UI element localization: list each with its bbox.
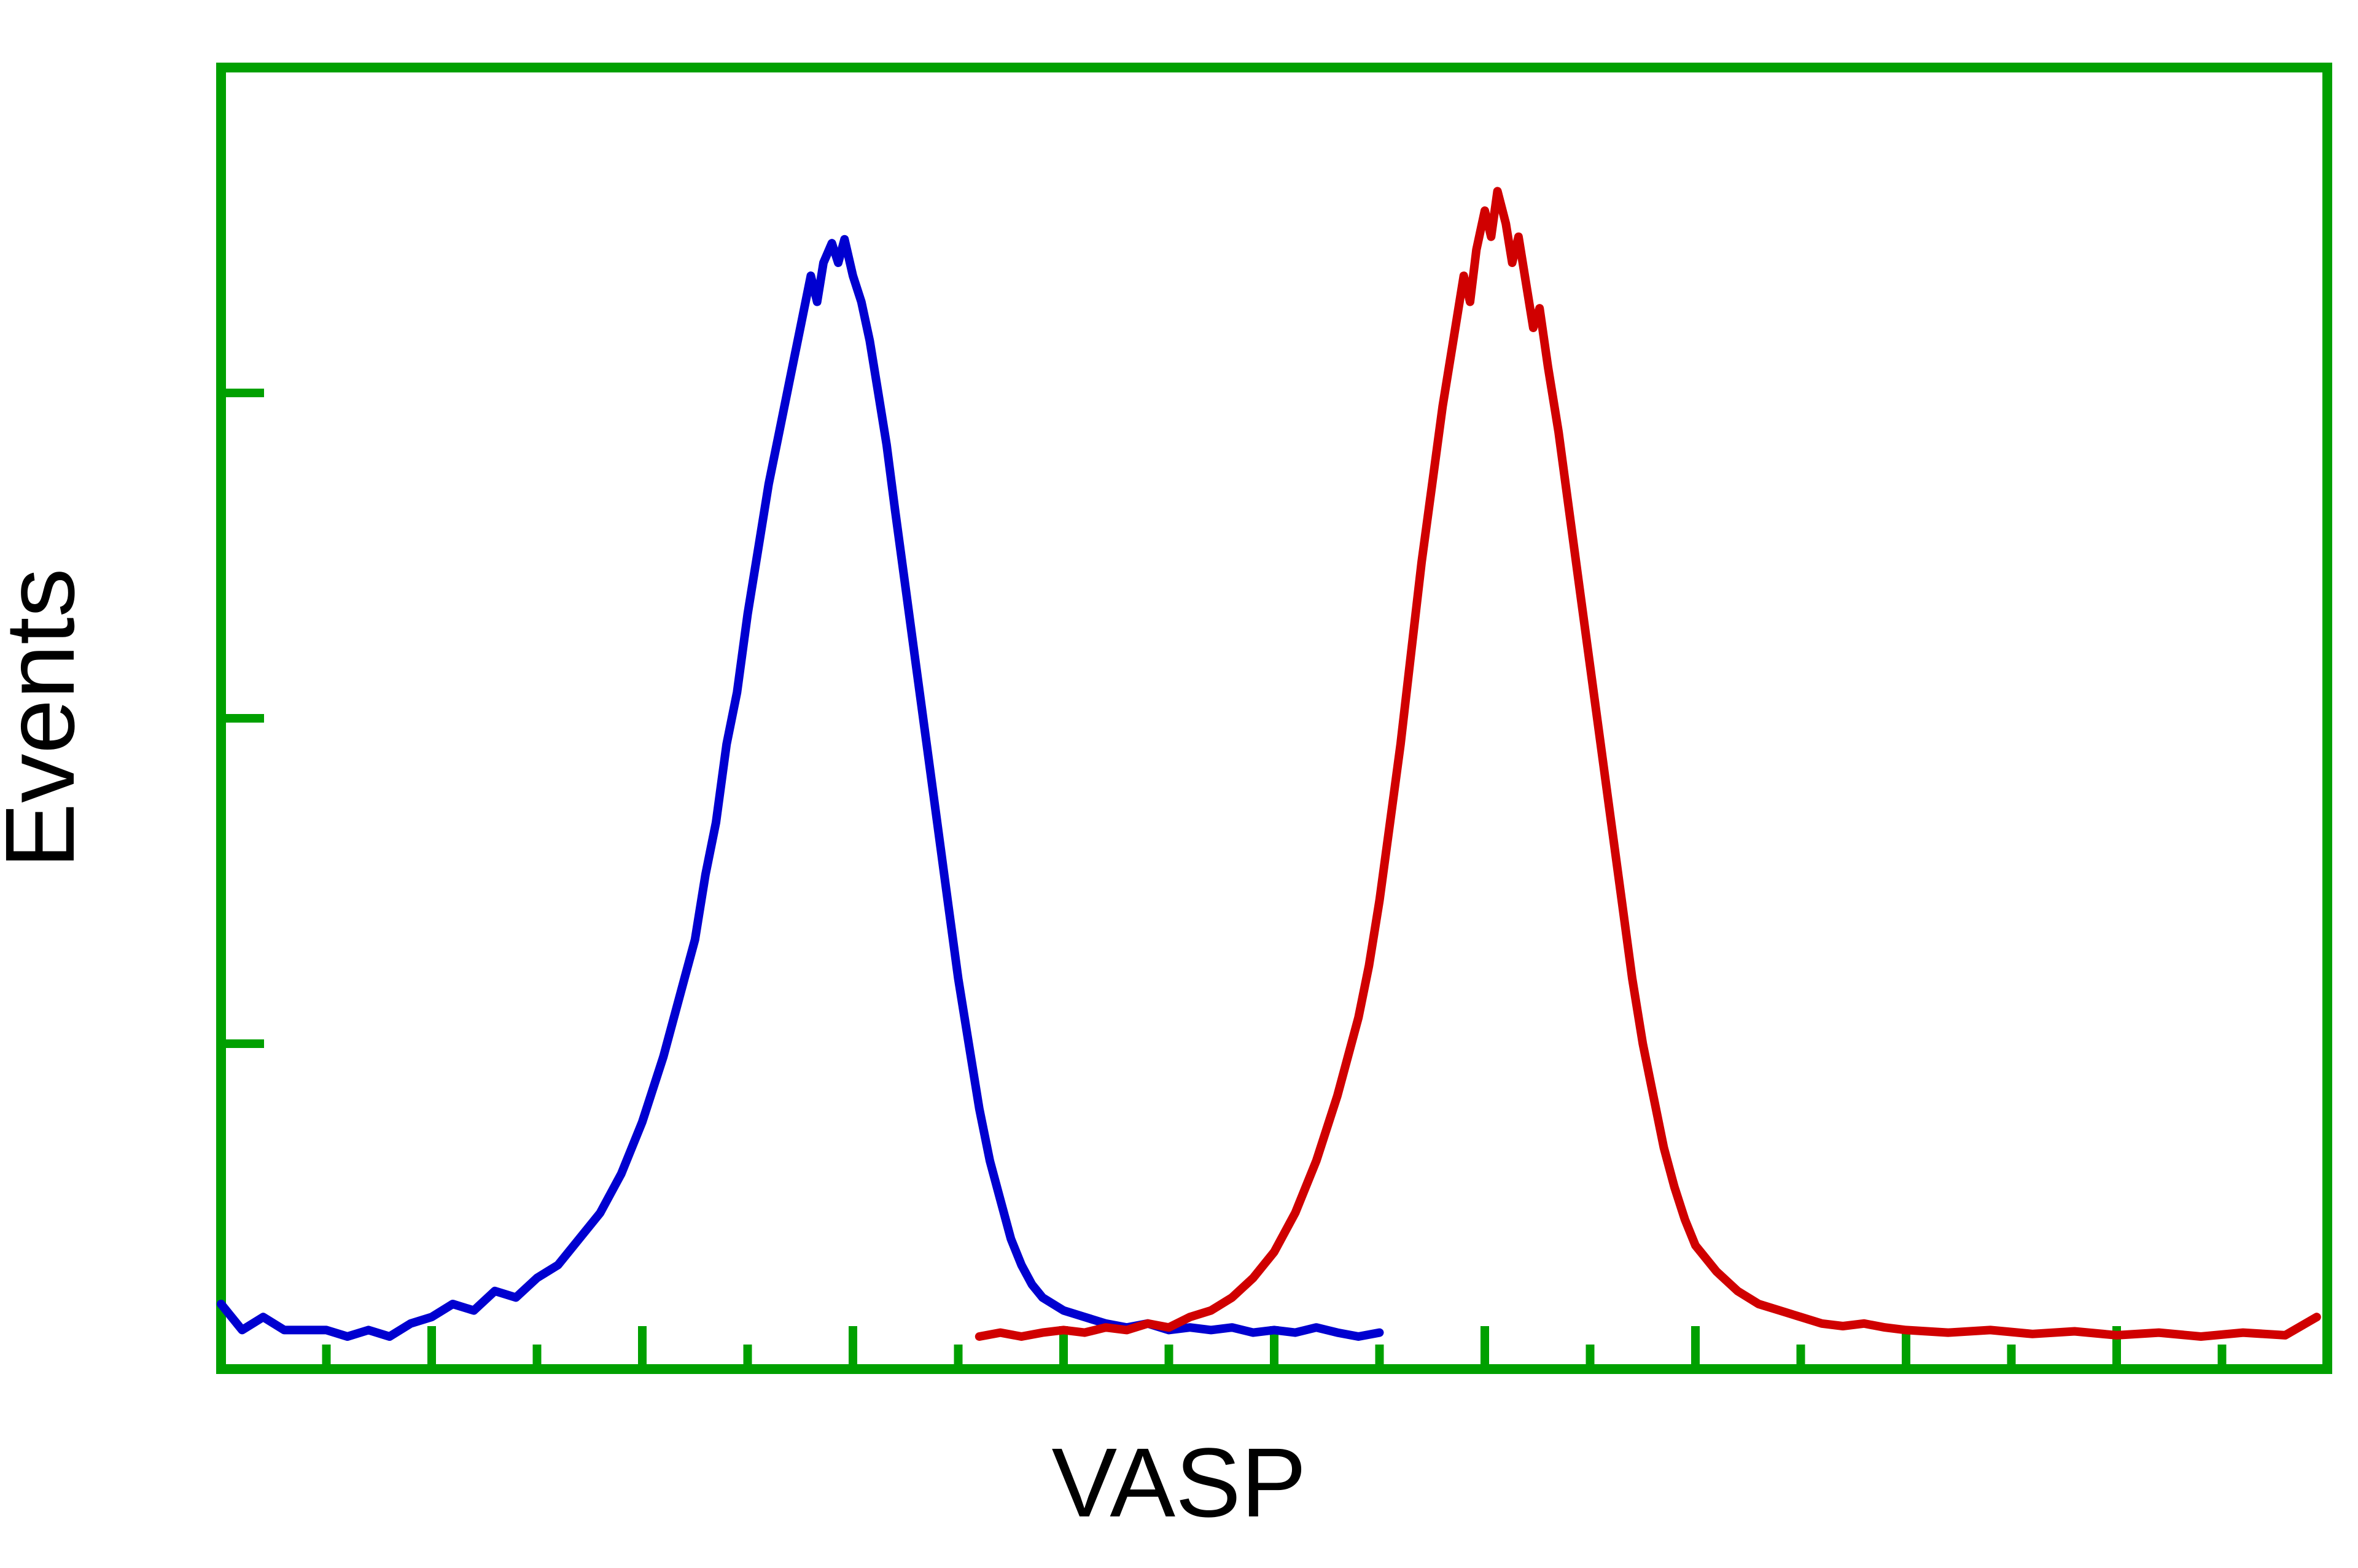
chart-svg: VASP Events [0, 0, 2358, 1568]
flow-cytometry-histogram: VASP Events [0, 0, 2358, 1568]
y-axis-label: Events [0, 568, 95, 868]
x-axis-label: VASP [1052, 1427, 1307, 1537]
